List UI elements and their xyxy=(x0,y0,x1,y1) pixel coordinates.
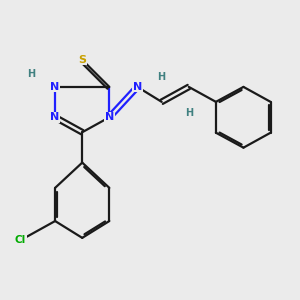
Text: N: N xyxy=(105,112,114,122)
Text: H: H xyxy=(185,108,193,118)
Text: H: H xyxy=(27,69,35,79)
Text: N: N xyxy=(133,82,142,92)
Text: H: H xyxy=(158,72,166,82)
Text: N: N xyxy=(50,112,60,122)
Text: N: N xyxy=(50,82,60,92)
Text: S: S xyxy=(78,55,86,65)
Text: Cl: Cl xyxy=(15,235,26,245)
